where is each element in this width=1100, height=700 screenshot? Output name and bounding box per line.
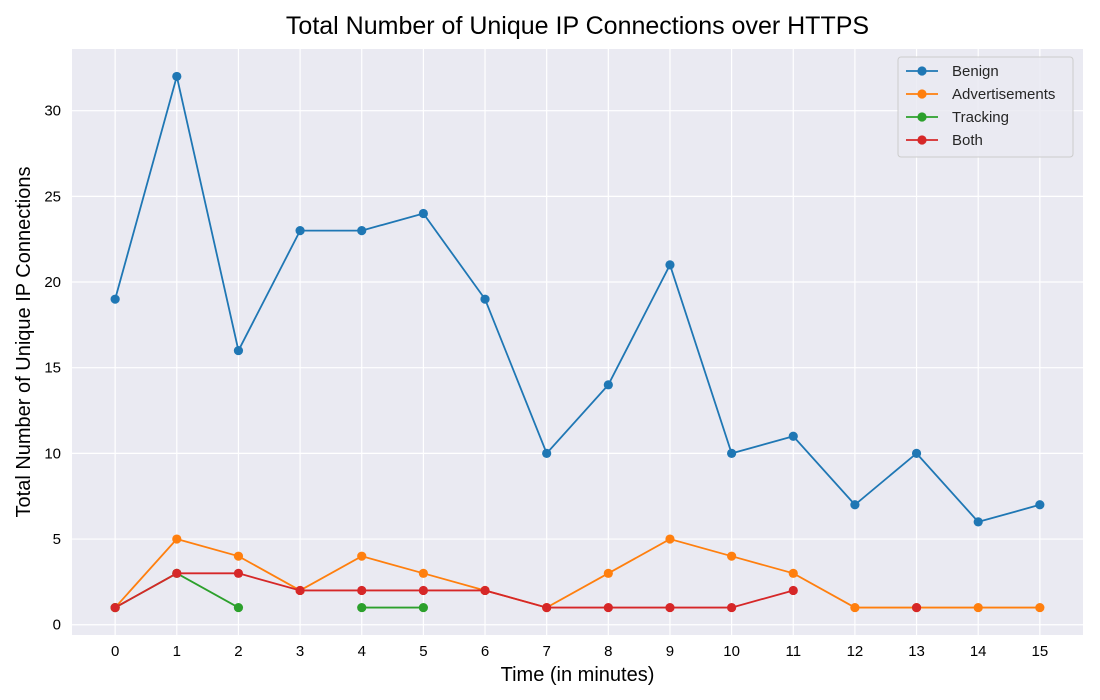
data-point-both [233,568,244,578]
data-point-advertisements [973,602,983,613]
data-point-advertisements [788,568,798,578]
legend-item-both: Both [906,132,983,149]
data-point-advertisements [357,551,367,561]
x-tick-label: 2 [234,643,242,660]
series-both [110,568,922,613]
data-point-both [603,602,613,613]
legend-label-advertisements: Advertisements [952,86,1055,103]
y-tick-label: 5 [53,531,61,548]
data-point-both [172,568,182,578]
data-point-advertisements [418,568,428,578]
data-point-benign [911,448,922,458]
data-point-advertisements [1035,602,1045,613]
y-tick-label: 25 [44,188,61,205]
x-tick-label: 5 [419,643,427,660]
data-point-both [911,602,922,613]
x-tick-label: 15 [1032,643,1049,660]
x-tick-label: 0 [111,643,119,660]
legend-marker-tracking [917,112,927,122]
legend-item-tracking: Tracking [906,109,1009,126]
data-point-advertisements [603,568,613,578]
legend-label-both: Both [952,132,983,149]
x-tick-label: 6 [481,643,489,660]
y-tick-label: 20 [44,274,61,291]
data-point-benign [233,345,244,356]
x-axis-ticks: 0 1 2 3 4 5 6 7 8 9 10 11 12 13 14 15 [111,643,1048,660]
data-point-both [295,585,305,596]
data-point-benign [973,517,983,527]
legend-marker-advertisements [917,89,927,99]
x-tick-label: 7 [543,643,551,660]
x-tick-label: 10 [723,643,740,660]
series-line-both [114,572,794,609]
series-line-benign [114,76,1041,523]
y-axis-ticks: 0 5 10 15 20 25 30 [44,103,61,634]
data-point-both [357,585,367,596]
data-point-benign [172,71,182,82]
data-point-benign [665,260,675,270]
data-point-benign [295,226,305,236]
data-point-benign [850,500,860,510]
x-tick-label: 4 [358,643,366,660]
y-tick-label: 0 [53,617,61,634]
data-point-both [542,602,552,613]
data-point-advertisements [850,602,860,613]
data-point-benign [357,226,367,236]
data-point-benign [418,208,428,219]
legend: Benign Advertisements Tracking Both [897,56,1074,158]
legend-marker-benign [917,66,927,76]
y-tick-label: 30 [44,103,61,120]
x-tick-label: 3 [296,643,304,660]
series-line-advertisements [114,538,1040,609]
legend-label-tracking: Tracking [952,109,1009,126]
data-point-both [788,585,798,596]
data-point-benign [110,294,120,304]
data-point-both [665,602,675,613]
data-point-advertisements [727,551,737,561]
data-point-advertisements [172,534,182,544]
legend-marker-both [917,135,927,145]
x-tick-label: 11 [785,643,801,660]
data-point-benign [788,431,798,441]
data-point-tracking [233,602,244,613]
data-point-benign [542,448,552,458]
data-point-tracking [418,602,428,613]
data-point-advertisements [665,534,675,544]
y-tick-label: 15 [44,360,61,377]
x-tick-label: 8 [604,643,612,660]
x-tick-label: 9 [666,643,674,660]
data-point-benign [1035,500,1045,510]
x-axis-label: Time (in minutes) [501,664,655,686]
x-tick-label: 1 [173,643,181,660]
data-point-both [480,585,490,596]
legend-item-advertisements: Advertisements [906,86,1055,103]
x-tick-label: 13 [908,643,925,660]
series-layer [110,71,1045,613]
data-point-advertisements [233,551,244,561]
data-point-both [418,585,428,596]
legend-item-benign: Benign [906,63,999,80]
data-point-both [727,602,737,613]
data-point-both [110,602,120,613]
y-axis-label: Total Number of Unique IP Connections [13,167,35,518]
data-point-benign [603,380,613,390]
data-point-benign [727,448,737,458]
chart-title: Total Number of Unique IP Connections ov… [286,12,869,40]
y-tick-label: 10 [44,445,61,462]
data-point-benign [480,294,490,304]
legend-label-benign: Benign [952,63,999,80]
series-benign [110,71,1045,527]
data-point-tracking [357,602,367,613]
x-tick-label: 14 [970,643,987,660]
legend-box [897,56,1074,158]
x-tick-label: 12 [847,643,864,660]
